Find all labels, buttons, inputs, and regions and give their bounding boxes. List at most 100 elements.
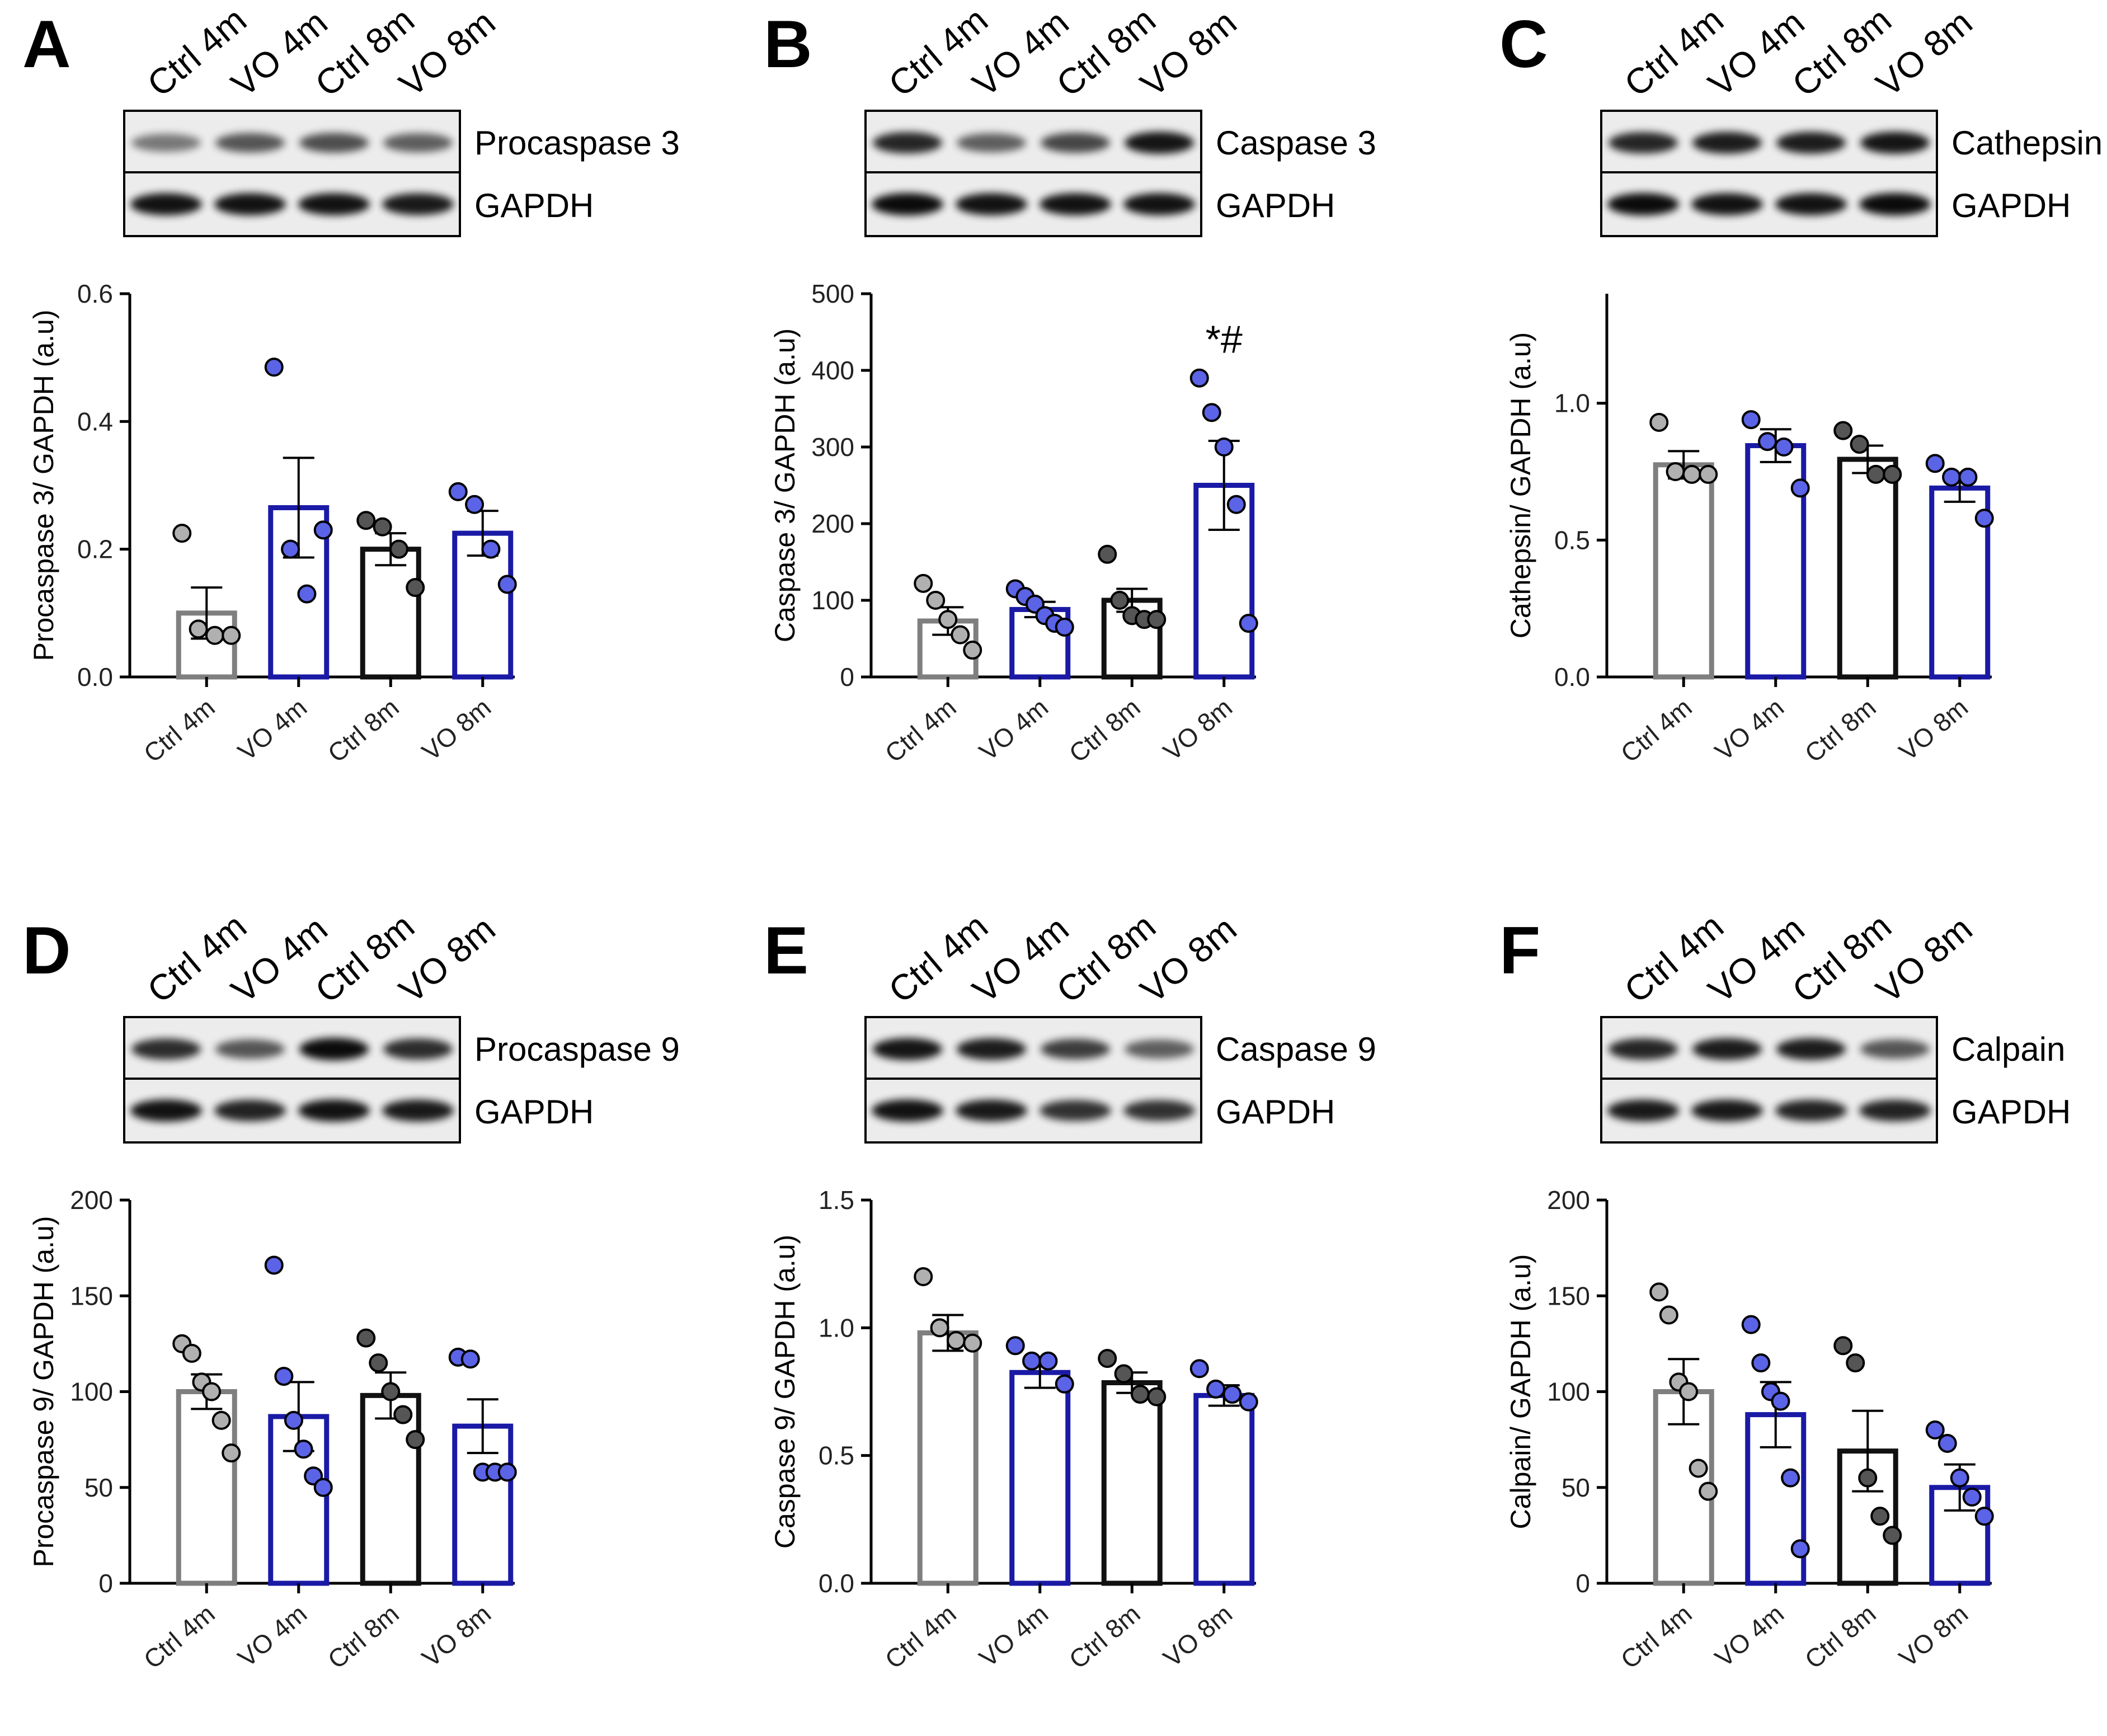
- data-point: [1833, 1336, 1853, 1356]
- blot-target-label: Cathepsin: [1951, 124, 2103, 162]
- data-point: [381, 1382, 401, 1401]
- data-point: [189, 619, 208, 639]
- protein-band: [1692, 131, 1762, 154]
- data-point: [182, 1344, 201, 1363]
- data-point: [1699, 1481, 1718, 1501]
- x-category-label: VO 4m: [973, 1599, 1054, 1673]
- y-tick-label: 50: [1562, 1473, 1590, 1502]
- protein-band: [1776, 131, 1846, 154]
- data-point: [1038, 1351, 1058, 1371]
- data-point: [1189, 368, 1209, 388]
- x-category-label: VO 4m: [1709, 1599, 1789, 1673]
- protein-band: [1776, 1038, 1846, 1060]
- data-point: [274, 1367, 294, 1386]
- y-axis-label: Calpain/ GAPDH (a.u): [1505, 1254, 1536, 1530]
- x-category-label: Ctrl 4m: [880, 693, 962, 768]
- gapdh-band: [1123, 1100, 1195, 1121]
- data-point: [914, 1267, 933, 1286]
- data-point: [497, 575, 517, 594]
- y-tick-label: 100: [811, 586, 854, 615]
- data-point: [1751, 1353, 1771, 1373]
- data-point: [1202, 403, 1221, 422]
- data-point: [1781, 1468, 1800, 1488]
- protein-band: [383, 133, 453, 153]
- blot-loading-label: GAPDH: [1216, 1093, 1335, 1131]
- protein-band: [131, 1038, 201, 1060]
- blot-target-label: Caspase 9: [1216, 1031, 1376, 1068]
- bar: [268, 1414, 330, 1586]
- data-point: [1974, 1507, 1994, 1526]
- data-point: [926, 591, 946, 610]
- x-category-label: VO 4m: [232, 693, 312, 766]
- data-point: [1689, 1459, 1708, 1478]
- gapdh-band: [1691, 1099, 1763, 1122]
- panel-letter: C: [1499, 7, 1548, 82]
- y-tick-label: 0.4: [77, 407, 113, 436]
- data-point: [1925, 454, 1945, 473]
- y-tick-label: 0.5: [819, 1441, 854, 1470]
- data-point: [222, 625, 241, 645]
- y-tick-label: 200: [1547, 1185, 1590, 1215]
- protein-band: [957, 133, 1026, 153]
- data-point: [369, 1353, 388, 1373]
- data-point: [930, 1318, 949, 1338]
- data-point: [1214, 437, 1234, 457]
- x-category-label: Ctrl 8m: [1799, 1599, 1882, 1674]
- data-point: [1239, 614, 1258, 633]
- data-point: [1055, 617, 1074, 637]
- data-point: [1110, 591, 1130, 610]
- x-category-label: VO 4m: [232, 1599, 312, 1673]
- x-category-label: VO 8m: [416, 1599, 496, 1673]
- data-point: [1790, 1539, 1810, 1559]
- gapdh-band: [298, 1099, 370, 1122]
- data-point: [1682, 464, 1701, 484]
- bar-chart: 0 100 200 300 400 500 Caspase 3/ GAPDH (a.u) Ct…: [769, 279, 1258, 768]
- blot-target-label: Procaspase 9: [474, 1031, 680, 1068]
- gapdh-band: [130, 1099, 202, 1122]
- data-point: [481, 539, 501, 559]
- data-point: [1130, 1385, 1150, 1404]
- gapdh-band: [872, 1099, 943, 1122]
- protein-band: [383, 1038, 453, 1060]
- western-blot: [123, 110, 461, 237]
- data-point: [1850, 435, 1869, 454]
- bar: [360, 1392, 421, 1586]
- western-blot: [1600, 1016, 1938, 1144]
- data-point: [1942, 467, 1962, 487]
- protein-band: [1125, 1039, 1194, 1059]
- data-point: [356, 511, 376, 530]
- blot-loading-label: GAPDH: [1951, 187, 2071, 224]
- data-point: [1239, 1392, 1258, 1412]
- panel-letter: E: [764, 913, 808, 988]
- y-tick-label: 0.0: [1554, 662, 1590, 691]
- data-point: [1649, 1282, 1669, 1302]
- western-blot: [864, 110, 1202, 237]
- bar: [452, 530, 514, 680]
- data-point: [264, 1255, 284, 1275]
- data-point: [1114, 1364, 1134, 1384]
- protein-band: [1609, 132, 1678, 154]
- blot-loading-label: GAPDH: [474, 187, 594, 224]
- protein-band: [299, 1038, 369, 1061]
- data-point: [1866, 464, 1885, 484]
- data-point: [406, 1430, 425, 1450]
- data-point: [497, 1462, 517, 1482]
- data-point: [1925, 1420, 1945, 1439]
- x-category-label: VO 4m: [973, 693, 1054, 766]
- data-point: [406, 578, 425, 598]
- data-point: [1098, 1349, 1117, 1368]
- x-category-label: VO 8m: [1158, 693, 1238, 766]
- data-point: [1974, 509, 1994, 528]
- data-point: [1098, 544, 1117, 564]
- y-tick-label: 400: [811, 356, 854, 385]
- y-tick-label: 1.0: [819, 1313, 854, 1342]
- data-point: [1659, 1305, 1678, 1325]
- x-category-label: VO 8m: [1158, 1599, 1238, 1673]
- protein-band: [957, 1038, 1026, 1060]
- data-point: [1189, 1359, 1209, 1379]
- data-point: [281, 539, 300, 559]
